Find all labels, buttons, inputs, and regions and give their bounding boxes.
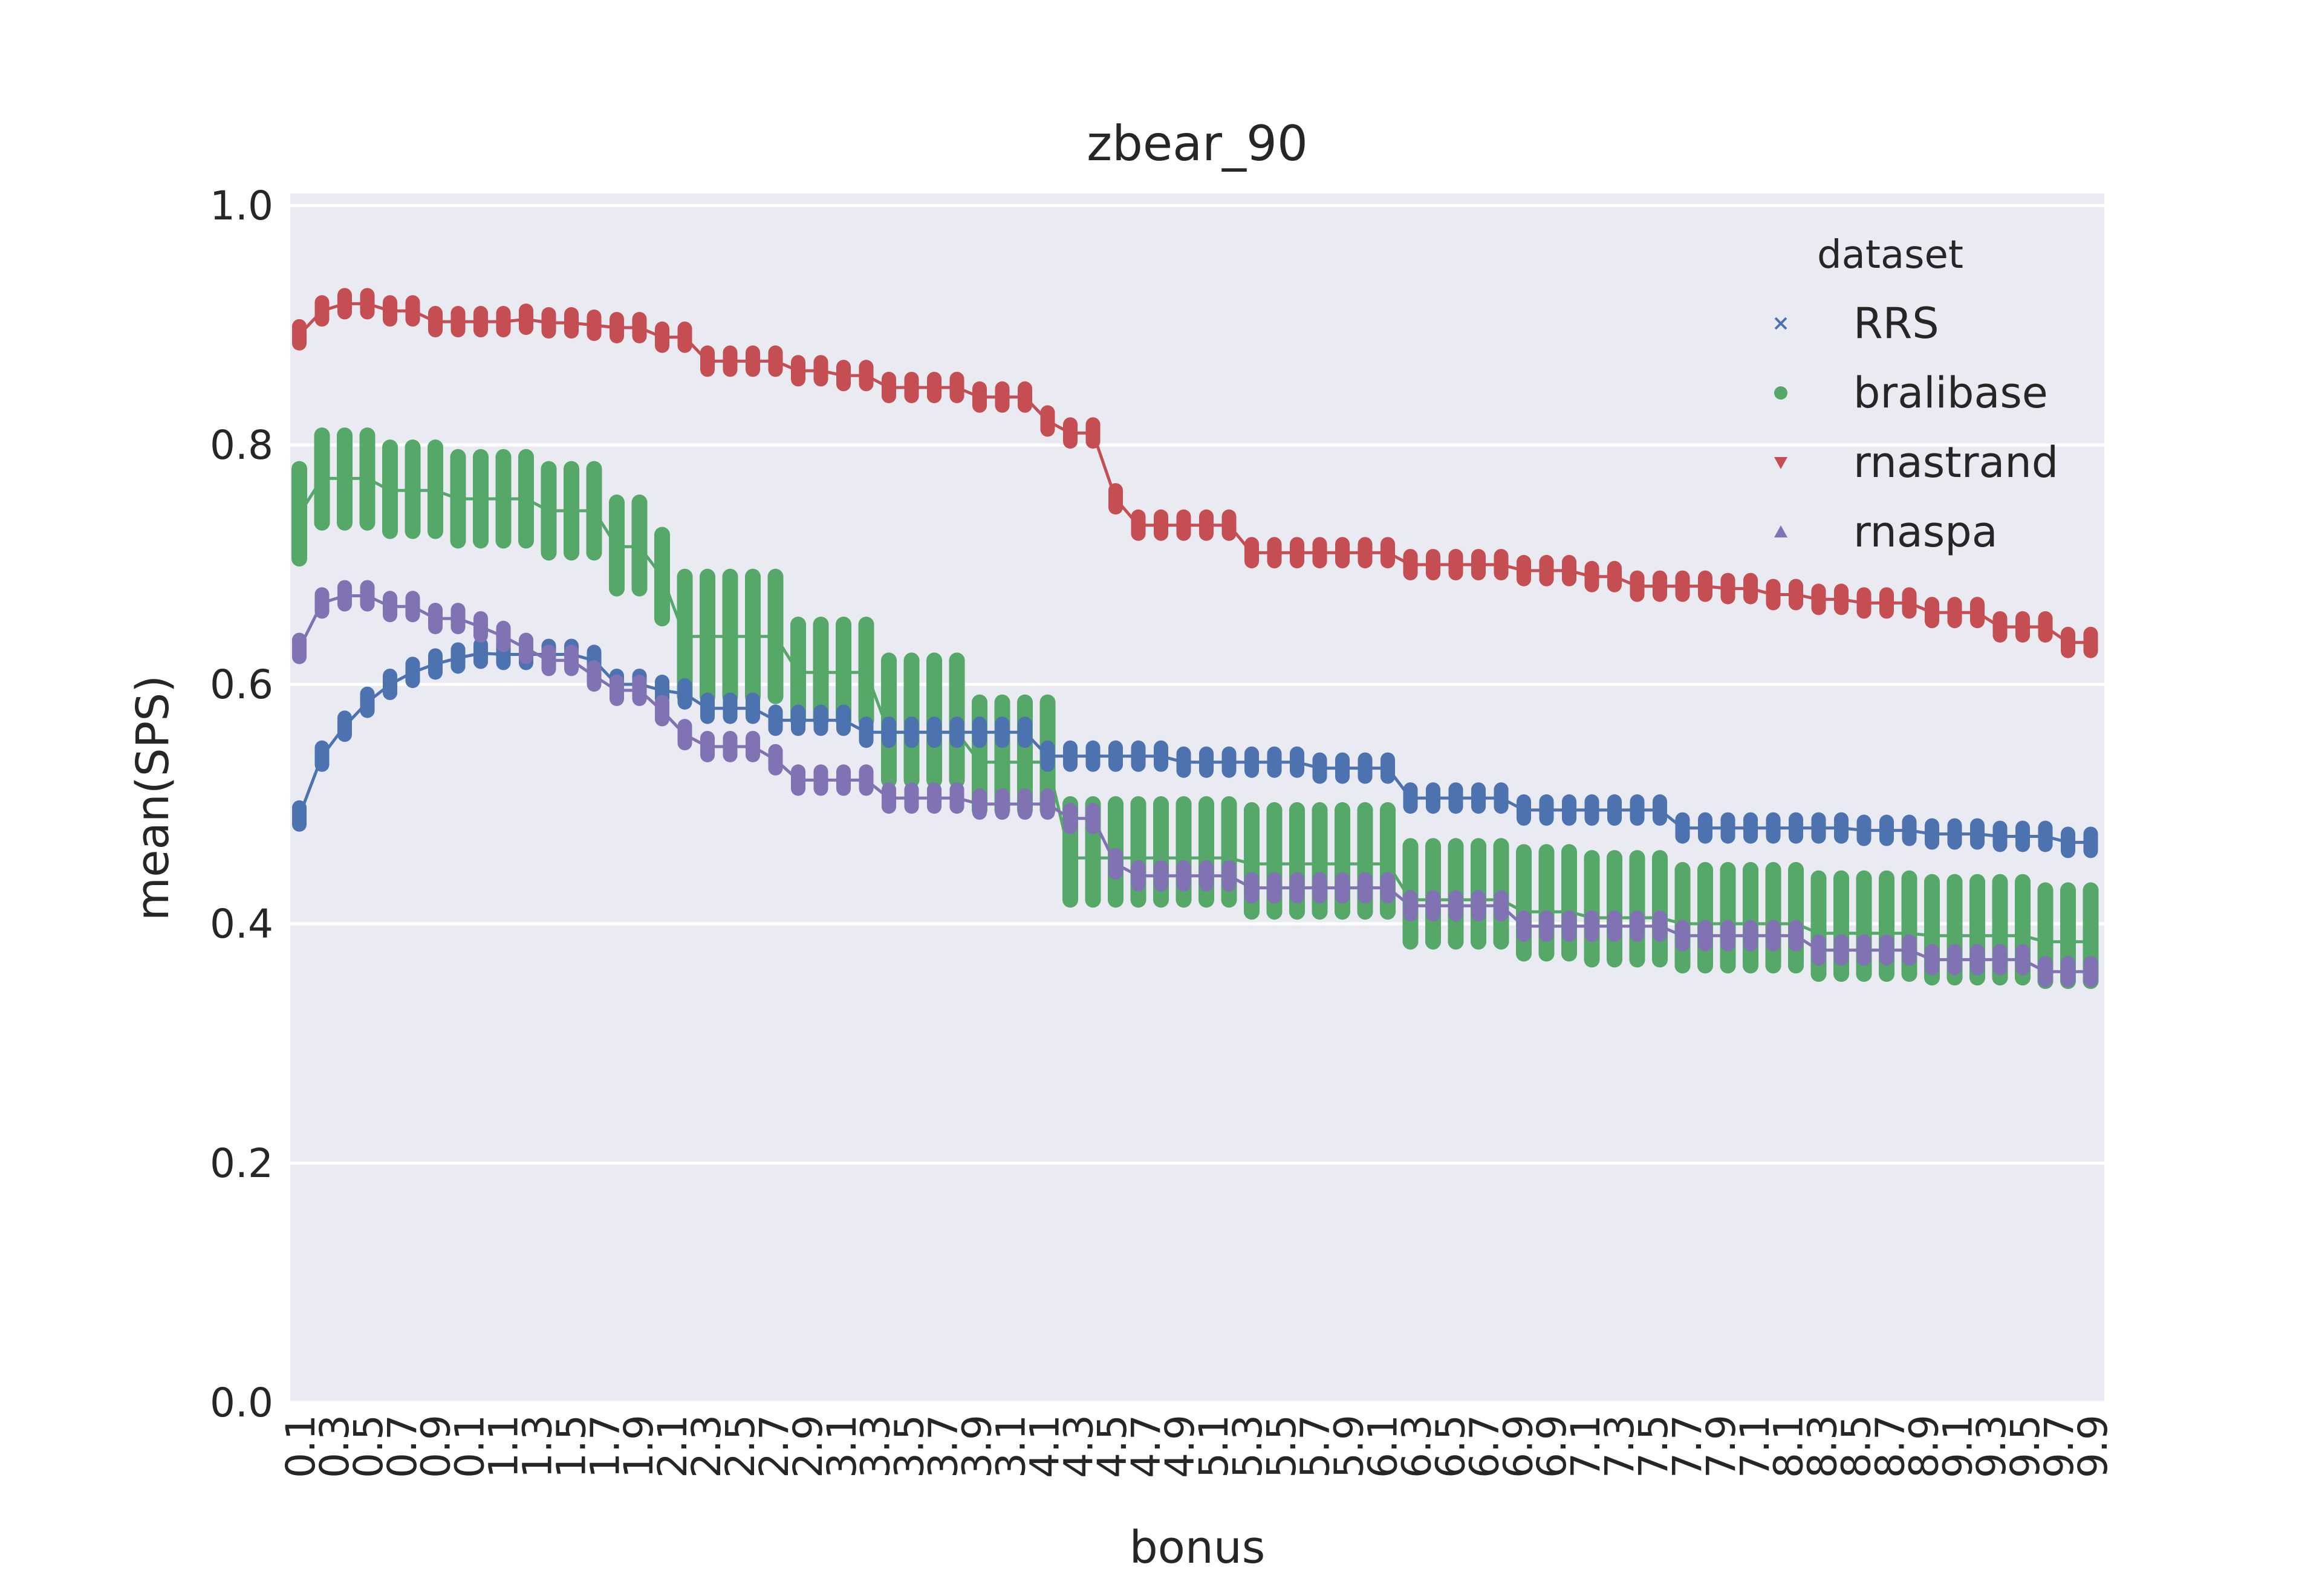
series-rnaspa [292, 580, 2098, 988]
x-tick-label: 5.9 [1326, 1415, 1373, 1478]
x-tick-label: 8.5 [1833, 1415, 1880, 1478]
x-tick-label: 1.3 [514, 1415, 561, 1478]
x-tick-label: 9.1 [1934, 1415, 1981, 1478]
x-tick-label: 3.1 [819, 1415, 865, 1478]
series-rnastrand [292, 288, 2098, 658]
x-tick-label: 3.9 [954, 1415, 1000, 1478]
x-tick-label: 3.7 [920, 1415, 967, 1478]
x-tick-label: 9.5 [2002, 1415, 2049, 1478]
series-layer [291, 288, 2099, 990]
y-tick-label: 0.2 [210, 1140, 273, 1187]
x-tick-label: 8.7 [1867, 1415, 1913, 1478]
x-tick-label: 7.3 [1596, 1415, 1643, 1478]
x-tick-labels: 0.10.30.50.70.90.11.11.31.51.71.92.12.32… [278, 1415, 2116, 1478]
x-tick-label: 1.5 [548, 1415, 594, 1478]
x-tick-label: 4.5 [1089, 1415, 1136, 1478]
legend-label: RRS [1853, 299, 1939, 348]
x-tick-label: 0.3 [311, 1415, 358, 1478]
x-tick-label: 6.5 [1427, 1415, 1474, 1478]
x-tick-label: 5.7 [1292, 1415, 1339, 1478]
x-tick-label: 4.1 [1021, 1415, 1068, 1478]
legend-label: rnastrand [1853, 438, 2058, 487]
x-tick-label: 2.9 [785, 1415, 831, 1478]
legend-title: dataset [1817, 233, 1963, 277]
x-tick-label: 7.1 [1563, 1415, 1609, 1478]
x-tick-label: 8.1 [1766, 1415, 1812, 1478]
x-tick-label: 5.5 [1258, 1415, 1305, 1478]
y-tick-label: 0.4 [210, 901, 273, 947]
y-tick-label: 0.8 [210, 422, 273, 469]
y-tick-label: 0.0 [210, 1380, 273, 1426]
x-tick-label: 1.1 [481, 1415, 527, 1478]
x-tick-label: 4.7 [1123, 1415, 1169, 1478]
x-tick-label: 9.3 [1968, 1415, 2015, 1478]
x-tick-label: 5.3 [1224, 1415, 1271, 1478]
x-tick-label: 2.1 [649, 1415, 696, 1478]
x-tick-label: 6.3 [1394, 1415, 1440, 1478]
x-tick-label: 2.5 [717, 1415, 764, 1478]
x-tick-label: 3.5 [886, 1415, 933, 1478]
chart-title: zbear_90 [1087, 115, 1308, 172]
x-tick-label: 6.7 [1461, 1415, 1507, 1478]
x-tick-label: 9.9 [2070, 1415, 2116, 1478]
x-tick-label: 1.9 [616, 1415, 662, 1478]
x-tick-label: 2.3 [683, 1415, 730, 1478]
x-tick-label: 7.5 [1630, 1415, 1677, 1478]
legend-marker [1774, 317, 1787, 330]
x-tick-label: 1.7 [582, 1415, 628, 1478]
legend-label: bralibase [1853, 368, 2048, 418]
x-tick-label: 4.3 [1055, 1415, 1102, 1478]
x-tick-label: 0.9 [413, 1415, 460, 1478]
x-tick-label: 6.1 [1360, 1415, 1407, 1478]
x-tick-label: 0.1 [447, 1415, 493, 1478]
x-tick-label: 9.7 [2036, 1415, 2083, 1478]
x-tick-label: 7.7 [1664, 1415, 1711, 1478]
x-tick-label: 5.1 [1191, 1415, 1237, 1478]
y-tick-labels: 0.0 0.2 0.4 0.6 0.8 1.0 [210, 183, 273, 1426]
x-tick-label: 3.1 [987, 1415, 1034, 1478]
x-tick-label: 7.9 [1698, 1415, 1745, 1478]
x-tick-label: 0.5 [345, 1415, 392, 1478]
legend-marker [1774, 386, 1787, 400]
x-axis-label: bonus [1130, 1522, 1266, 1574]
x-tick-label: 2.7 [751, 1415, 798, 1478]
x-tick-label: 3.3 [853, 1415, 899, 1478]
x-tick-label: 7.1 [1732, 1415, 1778, 1478]
legend-marker [1774, 457, 1787, 469]
x-tick-label: 0.1 [278, 1415, 324, 1478]
legend-label: rnaspa [1853, 507, 1998, 557]
y-axis-label: mean(SPS) [127, 675, 179, 921]
x-tick-label: 0.7 [379, 1415, 426, 1478]
x-tick-label: 4.9 [1157, 1415, 1203, 1478]
x-tick-label: 6.9 [1529, 1415, 1575, 1478]
y-tick-label: 1.0 [210, 183, 273, 229]
plot-background [290, 193, 2104, 1403]
x-tick-label: 8.9 [1901, 1415, 1947, 1478]
x-tick-label: 6.9 [1495, 1415, 1541, 1478]
legend-marker [1774, 525, 1787, 537]
legend: dataset RRS bralibase rnastrand rnaspa [1774, 233, 2058, 557]
y-tick-label: 0.6 [210, 661, 273, 708]
x-tick-label: 8.3 [1800, 1415, 1846, 1478]
